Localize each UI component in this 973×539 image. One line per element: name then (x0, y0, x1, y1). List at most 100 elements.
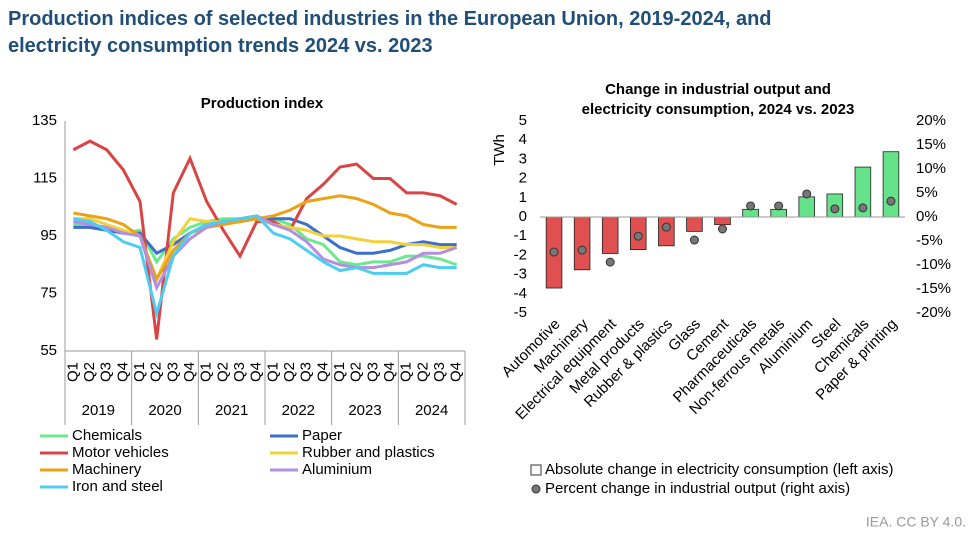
dot (774, 201, 784, 211)
x-tick-label: Q4 (381, 362, 398, 382)
dot (689, 235, 699, 245)
y2-tick-label: 5% (916, 184, 938, 201)
bar (798, 196, 815, 218)
y-tick-label: -2 (514, 246, 527, 263)
x-tick-label: Q2 (148, 362, 165, 382)
y-tick-label: 135 (32, 112, 57, 129)
x-tick-label: Q3 (231, 362, 248, 382)
legend-label: Percent change in industrial output (rig… (545, 480, 850, 497)
legend-label: Motor vehicles (72, 444, 169, 461)
y-tick-label: 4 (519, 131, 527, 148)
x-tick-label: Q4 (181, 362, 198, 382)
x-tick-label: Q3 (164, 362, 181, 382)
dot (549, 247, 559, 257)
y-tick-label: 95 (40, 227, 57, 244)
dot (577, 245, 587, 255)
x-tick-label: Q1 (64, 362, 81, 382)
legend-marker (531, 484, 541, 494)
line (73, 194, 457, 283)
x-group-label: 2024 (415, 402, 448, 419)
bar (601, 216, 619, 254)
y-tick-label: 0 (519, 208, 527, 225)
y-tick-label: -4 (514, 285, 527, 302)
dot (746, 201, 756, 211)
y2-tick-label: -5% (916, 232, 943, 249)
x-tick-label: Q4 (248, 362, 265, 382)
x-tick-label: Q2 (81, 362, 98, 382)
legend-marker (530, 464, 542, 476)
bar (686, 216, 703, 232)
line (73, 217, 457, 284)
dot (858, 203, 868, 213)
x-tick-label: Q1 (198, 362, 215, 382)
page-title: electricity consumption trends 2024 vs. … (8, 35, 433, 57)
bar (714, 216, 731, 226)
x-group-label: 2019 (82, 402, 115, 419)
bar (770, 208, 787, 218)
x-group-label: 2023 (348, 402, 381, 419)
y-tick-label: 55 (40, 342, 57, 359)
source: IEA. CC BY 4.0. (866, 514, 966, 530)
y-tick-label: 2 (519, 170, 527, 187)
y-axis-label: TWh (491, 134, 508, 166)
x-group-label: 2020 (148, 402, 181, 419)
y-tick-label: 75 (40, 284, 57, 301)
y-tick-label: 5 (519, 112, 527, 129)
x-tick-label: Q3 (298, 362, 315, 382)
y2-tick-label: -20% (916, 304, 951, 321)
legend-label: Rubber and plastics (302, 444, 435, 461)
x-tick-label: Q3 (431, 362, 448, 382)
x-tick-label: Q4 (114, 362, 131, 382)
x-tick-label: Q1 (131, 362, 148, 382)
y2-tick-label: 0% (916, 208, 938, 225)
y2-tick-label: -10% (916, 256, 951, 273)
y2-tick-label: -15% (916, 280, 951, 297)
dot (661, 222, 671, 232)
dot (802, 189, 812, 199)
x-tick-label: Q1 (398, 362, 415, 382)
y-tick-label: 115 (33, 169, 57, 186)
x-tick-label: Q3 (98, 362, 115, 382)
y-tick-label: -5 (514, 304, 527, 321)
legend-label: Absolute change in electricity consumpti… (545, 461, 894, 478)
bar (573, 216, 591, 271)
dot (886, 196, 896, 206)
legend-label: Chemicals (72, 427, 142, 444)
x-tick-label: Q3 (364, 362, 381, 382)
legend-label: Paper (302, 427, 342, 444)
x-tick-label: Q2 (348, 362, 365, 382)
line (73, 214, 458, 292)
bar (742, 208, 759, 218)
y-tick-label: -1 (514, 227, 527, 244)
chart-title: Production index (201, 95, 324, 112)
dot (718, 224, 727, 234)
line (73, 214, 457, 320)
y2-tick-label: 20% (916, 112, 946, 129)
x-group-label: 2021 (215, 402, 248, 419)
x-tick-label: Q2 (281, 362, 298, 382)
y-tick-label: 1 (519, 189, 527, 206)
x-tick-label: Q4 (314, 362, 331, 382)
y-tick-label: -3 (514, 266, 527, 283)
x-tick-label: Q2 (214, 362, 231, 382)
y-tick-label: 3 (519, 150, 527, 167)
legend-label: Machinery (72, 461, 142, 478)
x-tick-label: Q4 (448, 362, 465, 382)
bar (882, 151, 900, 218)
y2-tick-label: 15% (916, 136, 946, 153)
legend-label: Iron and steel (72, 478, 163, 495)
chart-title: electricity consumption, 2024 vs. 2023 (582, 101, 855, 118)
dot (605, 257, 615, 267)
chart-title: Change in industrial output and (605, 81, 831, 98)
line (72, 139, 458, 340)
page-title: Production indices of selected industrie… (8, 8, 772, 30)
dot (633, 231, 643, 241)
x-group-label: 2022 (282, 402, 315, 419)
x-tick-label: Q1 (264, 362, 281, 382)
dot (830, 204, 840, 214)
x-tick-label: Q2 (414, 362, 431, 382)
x-tick-label: Q1 (331, 362, 348, 382)
legend-label: Aluminium (302, 461, 372, 478)
y2-tick-label: 10% (916, 160, 946, 177)
